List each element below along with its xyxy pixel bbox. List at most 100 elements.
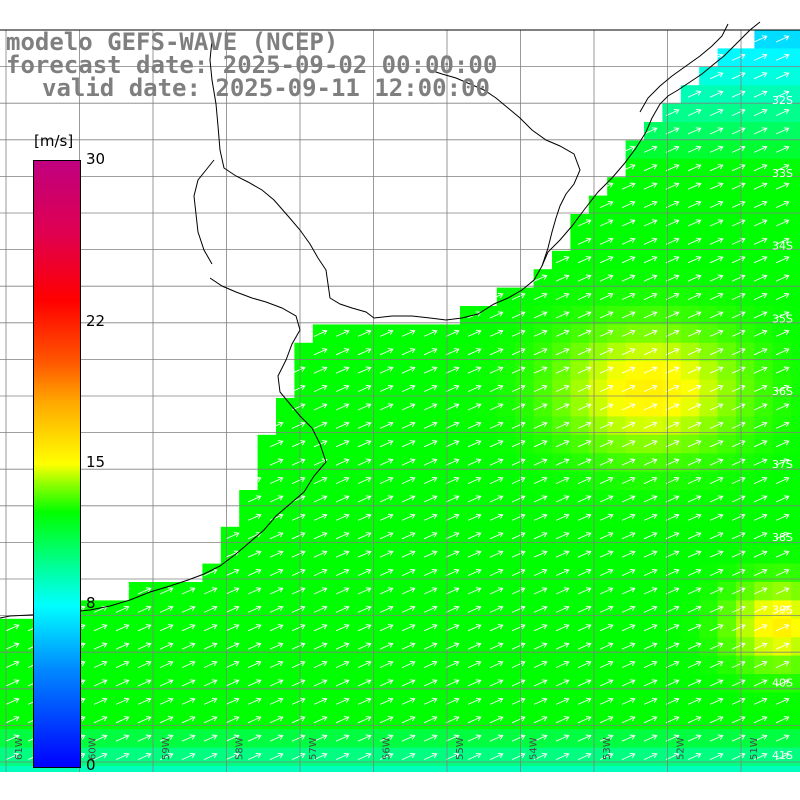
wind-cell <box>570 306 590 325</box>
wind-arrow <box>93 734 108 742</box>
wind-cell <box>165 618 185 638</box>
wind-cell <box>588 306 608 325</box>
wind-cell <box>570 674 590 693</box>
wind-cell <box>423 526 443 546</box>
wind-arrow <box>313 513 328 521</box>
wind-arrow <box>709 348 724 356</box>
wind-arrow <box>401 329 416 337</box>
wind-arrow <box>313 734 328 742</box>
wind-cell <box>625 600 645 620</box>
wind-cell <box>202 710 222 730</box>
wind-arrow <box>753 624 768 632</box>
wind-cell <box>128 655 148 675</box>
wind-arrow <box>313 642 328 650</box>
wind-cell <box>680 710 700 730</box>
wind-arrow <box>621 587 636 595</box>
wind-cell <box>257 453 277 473</box>
wind-cell <box>699 361 719 381</box>
wind-cell <box>386 416 406 436</box>
wind-arrow <box>467 458 482 466</box>
wind-cell <box>754 85 774 105</box>
wind-cell <box>294 453 314 473</box>
wind-arrow <box>533 587 548 595</box>
wind-cell <box>625 729 645 749</box>
wind-arrow <box>357 624 372 632</box>
wind-arrow <box>709 182 724 190</box>
wind-cell <box>202 674 222 693</box>
colorbar-unit: [m/s] <box>34 132 74 150</box>
wind-cell <box>717 158 737 178</box>
wind-arrow <box>533 752 548 761</box>
wind-cell <box>276 563 295 583</box>
wind-arrow <box>643 550 658 558</box>
wind-arrow <box>379 495 394 503</box>
wind-cell <box>478 582 498 601</box>
wind-cell <box>239 545 259 565</box>
wind-cell <box>644 545 663 565</box>
wind-arrow <box>357 458 372 466</box>
wind-arrow <box>467 495 482 503</box>
wind-arrow <box>467 587 482 595</box>
wind-cell <box>754 48 774 68</box>
wind-arrow <box>687 237 702 245</box>
wind-arrow <box>687 108 702 117</box>
wind-cell <box>588 637 608 657</box>
wind-cell <box>202 729 222 749</box>
wind-arrow <box>511 697 526 705</box>
wind-cell <box>515 416 535 436</box>
wind-arrow <box>753 476 768 485</box>
wind-arrow <box>555 256 570 264</box>
wind-cell <box>754 563 774 583</box>
wind-cell <box>625 379 645 399</box>
wind-arrow <box>599 440 614 448</box>
wind-cell <box>791 655 800 675</box>
wind-arrow <box>577 697 592 705</box>
wind-arrow <box>335 752 350 761</box>
wind-cell <box>18 674 38 693</box>
wind-arrow <box>467 752 482 761</box>
wind-cell <box>607 398 627 417</box>
wind-cell <box>312 453 332 473</box>
wind-cell <box>294 674 314 693</box>
wind-arrow <box>709 292 724 301</box>
wind-cell <box>294 379 314 399</box>
wind-arrow <box>665 679 680 687</box>
wind-cell <box>386 434 406 454</box>
wind-cell <box>368 618 387 638</box>
wind-cell <box>423 655 443 675</box>
wind-cell <box>257 747 277 767</box>
wind-cell <box>754 674 774 693</box>
wind-arrow <box>445 440 460 448</box>
wind-arrow <box>423 587 438 595</box>
wind-arrow <box>599 495 614 503</box>
wind-cell <box>312 508 332 528</box>
wind-arrow <box>357 734 372 742</box>
wind-cell <box>184 600 203 620</box>
wind-cell <box>92 618 111 638</box>
wind-arrow <box>599 256 614 264</box>
wind-arrow <box>291 476 306 485</box>
wind-arrow <box>401 697 416 705</box>
wind-arrow <box>423 752 438 761</box>
wind-cell <box>588 526 608 546</box>
wind-arrow <box>423 384 438 393</box>
wind-cell <box>570 747 590 767</box>
wind-cell <box>754 582 774 601</box>
wind-cell <box>478 674 498 693</box>
wind-arrow <box>5 624 20 632</box>
wind-arrow <box>379 550 394 558</box>
wind-cell <box>791 490 800 509</box>
wind-arrow <box>555 605 570 613</box>
wind-cell <box>460 582 479 601</box>
wind-cell <box>423 508 443 528</box>
wind-arrow <box>577 458 592 466</box>
wind-arrow <box>313 421 328 429</box>
wind-cell <box>791 269 800 289</box>
wind-arrow <box>467 532 482 540</box>
wind-arrow <box>511 458 526 466</box>
wind-arrow <box>291 624 306 632</box>
wind-arrow <box>335 403 350 411</box>
wind-cell <box>165 582 185 601</box>
wind-arrow <box>731 366 746 374</box>
wind-arrow <box>379 329 394 337</box>
